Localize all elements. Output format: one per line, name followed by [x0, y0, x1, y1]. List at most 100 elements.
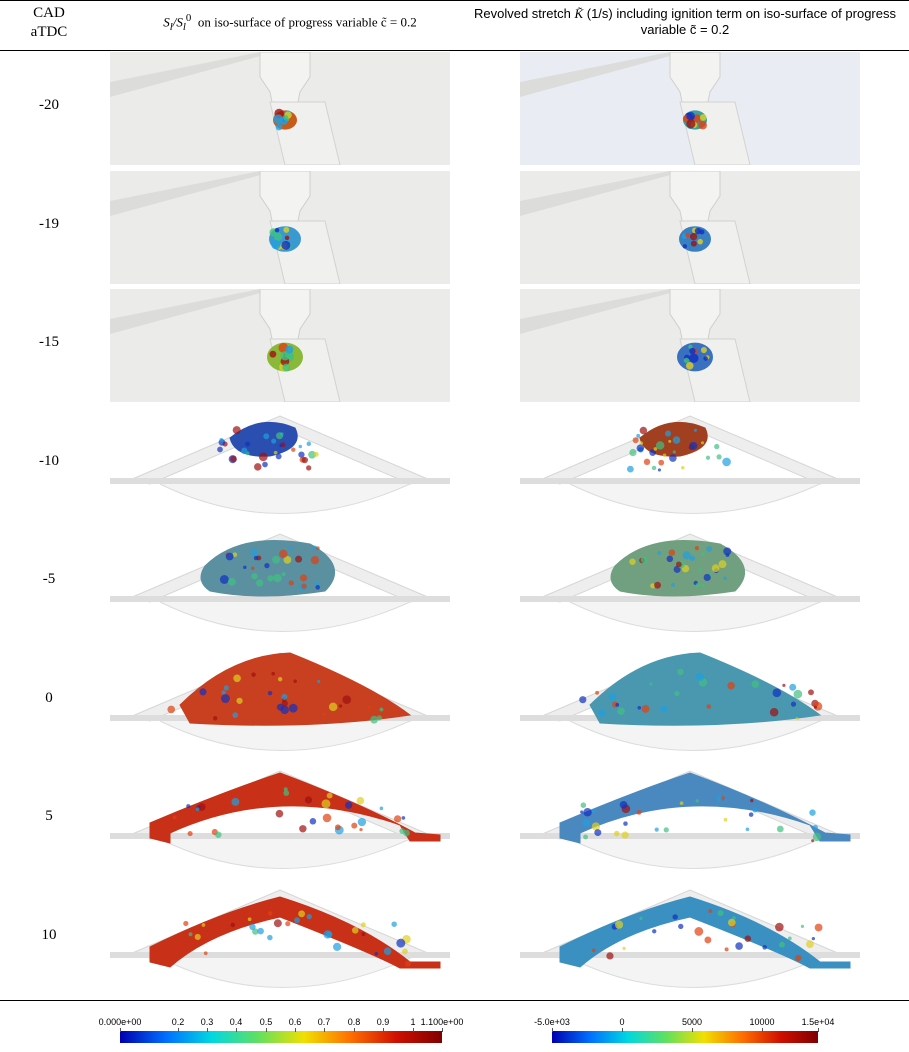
- colorbar-tick-label: 0.8: [347, 1017, 361, 1027]
- row-label: -20: [39, 97, 59, 113]
- texture: [685, 232, 690, 237]
- texture: [370, 715, 379, 724]
- texture: [695, 583, 700, 588]
- texture: [703, 573, 711, 582]
- simulation-image: [520, 881, 860, 995]
- texture: [723, 817, 728, 822]
- texture: [641, 704, 650, 713]
- texture: [405, 960, 412, 967]
- texture: [271, 671, 275, 676]
- math: l: [169, 20, 173, 33]
- texture: [273, 918, 282, 927]
- row-label: -5: [42, 571, 56, 587]
- texture: [328, 702, 338, 711]
- texture: [391, 920, 397, 927]
- texture: [683, 357, 690, 364]
- texture: [591, 822, 601, 831]
- texture: [745, 827, 750, 832]
- texture: [698, 567, 703, 572]
- texture: [698, 120, 707, 130]
- chamber-bowl: [569, 601, 821, 632]
- texture: [617, 706, 625, 715]
- texture: [787, 935, 792, 940]
- texture: [654, 581, 661, 589]
- header-text: Revolved stretch: [473, 6, 571, 21]
- texture: [293, 678, 297, 683]
- texture: [636, 443, 645, 452]
- texture: [714, 443, 720, 449]
- texture: [367, 705, 371, 709]
- texture: [188, 931, 193, 936]
- texture: [782, 683, 786, 687]
- texture: [284, 235, 290, 240]
- texture: [727, 918, 736, 926]
- simulation-image: [520, 763, 860, 876]
- texture: [298, 450, 305, 458]
- texture: [285, 345, 294, 354]
- texture: [403, 829, 410, 837]
- texture: [606, 951, 614, 960]
- texture: [615, 702, 620, 707]
- texture: [383, 946, 392, 955]
- colorbar-tick: [207, 1028, 208, 1032]
- texture: [298, 444, 303, 448]
- col-header: Revolved stretch K̃ (1/s) including igni…: [470, 6, 900, 38]
- texture: [718, 560, 727, 569]
- colorbar-tick: [354, 1028, 355, 1032]
- chamber-bowl: [569, 483, 821, 514]
- texture: [704, 936, 712, 943]
- texture: [310, 555, 320, 565]
- texture: [675, 561, 682, 568]
- texture: [281, 240, 291, 250]
- texture: [595, 690, 600, 695]
- texture: [267, 910, 273, 916]
- math: K̃: [574, 6, 584, 21]
- simulation-image: [520, 526, 860, 639]
- simulation-image: [110, 170, 450, 284]
- texture: [716, 795, 723, 802]
- texture: [750, 798, 754, 803]
- texture: [283, 226, 290, 233]
- texture: [793, 689, 803, 698]
- texture: [723, 547, 732, 556]
- wall: [110, 52, 275, 97]
- texture: [230, 922, 236, 927]
- texture: [306, 464, 312, 471]
- texture: [697, 238, 704, 244]
- texture: [285, 920, 291, 926]
- texture: [629, 448, 637, 456]
- texture: [658, 459, 665, 466]
- texture: [668, 439, 672, 443]
- texture: [186, 804, 191, 809]
- texture: [258, 451, 268, 461]
- simulation-image: [520, 170, 860, 284]
- math: S: [163, 14, 170, 30]
- texture: [598, 708, 606, 717]
- texture: [579, 695, 587, 703]
- texture: [233, 673, 241, 682]
- texture: [706, 546, 713, 552]
- texture: [811, 936, 815, 940]
- colorbar-tick: [818, 1028, 819, 1032]
- texture: [672, 913, 678, 920]
- texture: [231, 797, 240, 806]
- texture: [342, 694, 352, 704]
- colorbar-tick-label: 1: [410, 1017, 416, 1027]
- texture: [315, 585, 321, 590]
- colorbar-tick: [442, 1028, 443, 1032]
- colorbar-tick-label: 0.4: [229, 1017, 243, 1027]
- simulation-image: [110, 407, 450, 521]
- rule: [0, 50, 909, 51]
- texture: [225, 552, 234, 561]
- texture: [699, 114, 707, 121]
- colorbar-tick: [552, 1028, 553, 1032]
- texture: [640, 556, 648, 564]
- texture: [657, 467, 661, 471]
- wall: [110, 170, 275, 216]
- texture: [313, 451, 319, 457]
- texture: [325, 930, 333, 938]
- texture: [274, 227, 280, 232]
- texture: [288, 703, 298, 713]
- texture: [283, 787, 288, 792]
- rule: [0, 1000, 909, 1001]
